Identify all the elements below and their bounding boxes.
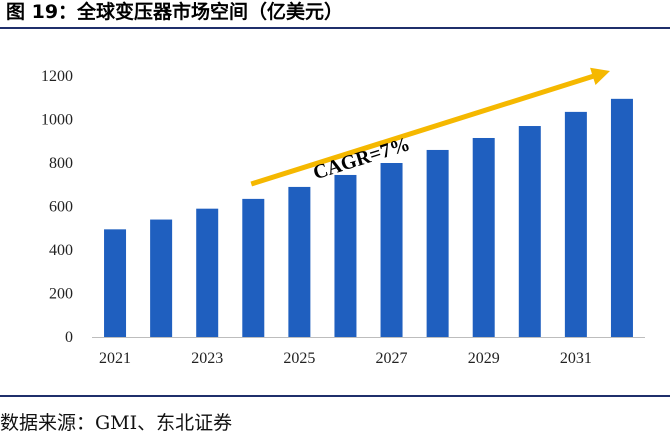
bar-2029 [472,137,495,337]
y-tick-label: 800 [49,155,73,172]
y-tick-label: 1000 [41,112,73,129]
y-tick-label: 600 [49,199,73,216]
bar-2023 [196,208,219,337]
cagr-arrow-icon [250,67,610,187]
bar-2030 [518,126,541,338]
bar-2031 [564,111,587,337]
bars [104,98,633,338]
x-tick-label: 2029 [468,350,500,367]
bar-2025 [288,186,311,337]
y-tick-label: 200 [49,286,73,303]
y-tick-label: 1200 [41,68,73,85]
x-axis: 2021 2023 2025 2027 2029 2031 [99,350,592,367]
x-tick-label: 2031 [560,350,592,367]
x-tick-label: 2027 [376,350,408,367]
bar-2022 [150,219,173,337]
y-tick-label: 400 [49,242,73,259]
bar-2027 [380,163,403,337]
top-rule [0,27,670,29]
bar-2024 [242,198,265,337]
bar-2026 [334,174,357,337]
source-note: 数据来源：GMI、东北证券 [0,412,233,434]
bar-2028 [426,149,449,337]
x-tick-label: 2025 [283,350,315,367]
figure-title: 图 19：全球变压器市场空间（亿美元） [6,1,344,23]
bottom-rule [0,395,670,397]
x-tick-label: 2021 [99,350,131,367]
x-tick-label: 2023 [191,350,223,367]
y-tick-label: 0 [65,329,73,346]
bar-2021 [104,229,127,337]
bar-2032 [610,98,633,338]
y-axis: 0 200 400 600 800 1000 1200 [41,68,73,346]
